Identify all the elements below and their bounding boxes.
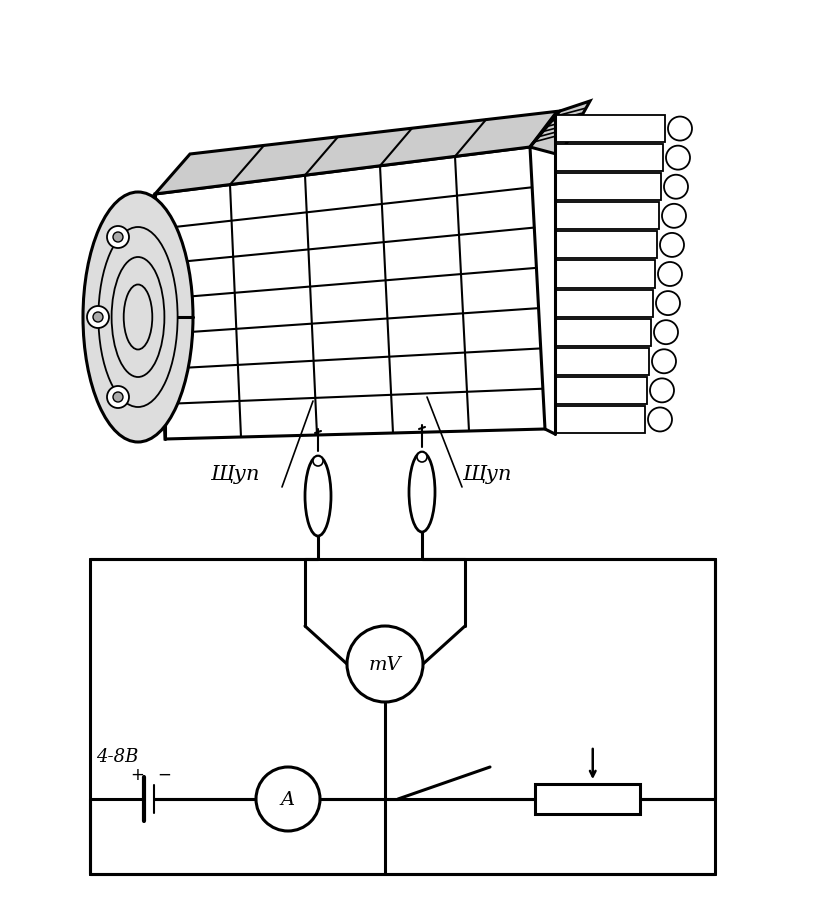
Polygon shape xyxy=(555,348,649,375)
Ellipse shape xyxy=(112,257,164,378)
Circle shape xyxy=(107,387,129,409)
Circle shape xyxy=(660,233,684,257)
Circle shape xyxy=(662,205,686,229)
Circle shape xyxy=(256,767,320,831)
Circle shape xyxy=(113,392,123,403)
Polygon shape xyxy=(555,261,655,289)
Polygon shape xyxy=(555,116,665,143)
Circle shape xyxy=(664,176,688,199)
Ellipse shape xyxy=(124,285,153,350)
Text: +: + xyxy=(130,766,144,783)
Polygon shape xyxy=(530,102,590,156)
Circle shape xyxy=(87,307,109,329)
Circle shape xyxy=(113,233,123,243)
Polygon shape xyxy=(555,145,663,172)
Polygon shape xyxy=(555,174,661,201)
Circle shape xyxy=(668,118,692,142)
Text: A: A xyxy=(281,790,295,808)
Ellipse shape xyxy=(99,228,178,407)
Polygon shape xyxy=(555,406,645,434)
Polygon shape xyxy=(155,112,560,195)
Polygon shape xyxy=(555,378,647,404)
Polygon shape xyxy=(555,233,657,259)
Circle shape xyxy=(648,408,672,432)
Circle shape xyxy=(666,146,690,170)
Polygon shape xyxy=(155,148,545,439)
Polygon shape xyxy=(555,203,659,230)
Text: Щуп: Щуп xyxy=(462,464,512,483)
Ellipse shape xyxy=(83,193,193,443)
Circle shape xyxy=(658,263,682,287)
Circle shape xyxy=(347,627,423,702)
Ellipse shape xyxy=(409,452,435,532)
Text: mV: mV xyxy=(369,655,401,674)
Text: 4-8В: 4-8В xyxy=(96,747,139,766)
Circle shape xyxy=(656,291,680,316)
Polygon shape xyxy=(555,319,651,346)
Circle shape xyxy=(654,321,678,345)
Text: Щуп: Щуп xyxy=(210,464,259,483)
Circle shape xyxy=(107,227,129,249)
Text: −: − xyxy=(157,766,171,783)
Circle shape xyxy=(93,312,103,323)
Circle shape xyxy=(417,452,427,462)
Circle shape xyxy=(313,457,323,467)
Polygon shape xyxy=(555,290,653,317)
Bar xyxy=(535,784,640,814)
Ellipse shape xyxy=(305,457,331,537)
Circle shape xyxy=(652,350,676,374)
Circle shape xyxy=(650,379,674,403)
